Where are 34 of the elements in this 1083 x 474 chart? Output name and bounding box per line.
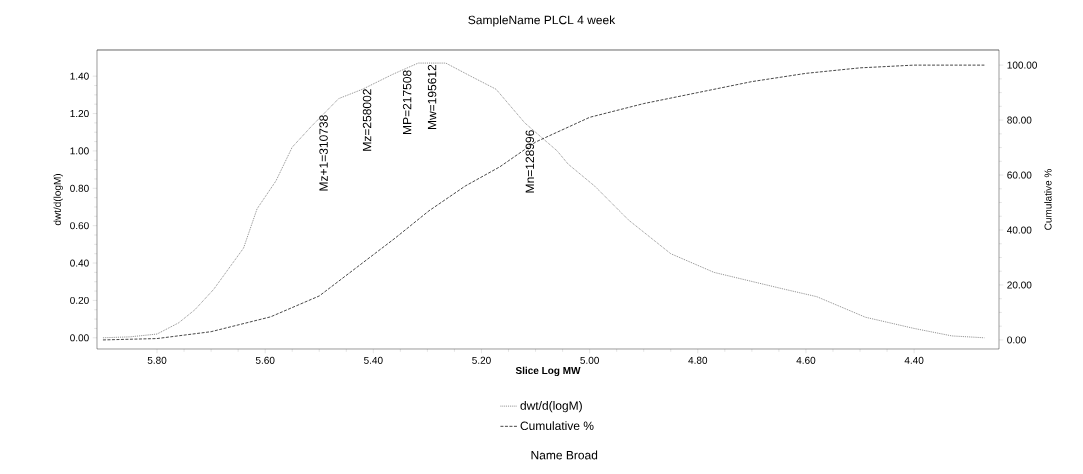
text: Name Broad [531, 450, 598, 460]
x-tick-label: 5.40 [364, 356, 383, 364]
x-tick-label: 5.20 [472, 356, 491, 364]
x-tick-label: 4.40 [904, 356, 924, 364]
x-tick-label: 4.80 [688, 356, 708, 364]
legend-label: dwt/d(logM) [520, 401, 582, 413]
x-tick-label: 5.00 [580, 356, 599, 364]
y2-tick-label: 40.00 [1007, 226, 1032, 234]
annotation: Mn=128996 [525, 130, 535, 193]
annotation: Mz=258002 [362, 89, 372, 151]
text: SampleName PLCL 4 week [468, 15, 616, 27]
annotation: Mz+1=310738 [319, 115, 328, 191]
y-tick-label: 0.40 [70, 259, 89, 267]
legend-label: Cumulative % [520, 421, 594, 431]
annotation: MP=217508 [402, 70, 412, 134]
y2-tick-label: 60.00 [1007, 171, 1032, 179]
y2-tick-label: 80.00 [1007, 116, 1032, 124]
y2-axis-title: Cumulative % [1044, 169, 1052, 230]
x-axis-title: Slice Log MW [515, 366, 581, 377]
y2-tick-label: 0.00 [1007, 336, 1026, 344]
annotation: Mw=195612 [427, 64, 437, 129]
y-tick-label: 1.40 [70, 72, 89, 80]
x-tick-label: 4.60 [796, 356, 816, 364]
y-axis-title: dwt/d(logM) [53, 174, 63, 226]
y-tick-label: 0.60 [70, 222, 89, 230]
y-tick-label: 1.00 [70, 147, 89, 155]
y2-tick-label: 20.00 [1007, 281, 1032, 289]
y-tick-label: 0.80 [70, 184, 89, 192]
x-tick-label: 5.80 [147, 356, 167, 364]
y2-tick-label: 100.00 [1007, 61, 1037, 69]
y-tick-label: 1.20 [70, 110, 89, 118]
y-tick-label: 0.20 [70, 296, 89, 304]
x-tick-label: 5.60 [255, 356, 275, 364]
y-tick-label: 0.00 [70, 334, 89, 342]
